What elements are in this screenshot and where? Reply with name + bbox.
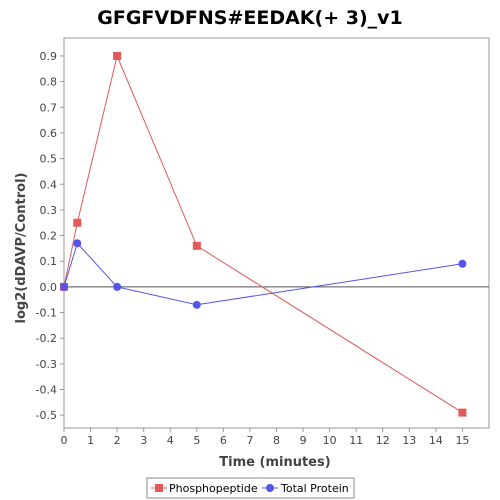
x-tick-label: 5: [193, 434, 200, 447]
y-tick-label: 0.1: [40, 255, 58, 268]
legend-marker-total-protein: [266, 484, 274, 492]
y-tick-label: -0.2: [36, 332, 57, 345]
y-tick-label: -0.5: [36, 409, 57, 422]
y-tick-label: 0.8: [40, 76, 58, 89]
y-tick-label: 0.7: [40, 101, 58, 114]
data-point-total-protein: [73, 239, 82, 248]
x-tick-label: 11: [349, 434, 363, 447]
data-point-phosphopeptide: [192, 241, 201, 250]
y-tick-label: -0.1: [36, 307, 57, 320]
y-tick-label: 0.5: [40, 153, 58, 166]
x-tick-label: 14: [429, 434, 443, 447]
y-tick-label: 0.2: [40, 230, 58, 243]
x-tick-label: 2: [114, 434, 121, 447]
x-tick-label: 12: [376, 434, 390, 447]
x-tick-label: 8: [273, 434, 280, 447]
x-tick-label: 1: [87, 434, 94, 447]
y-tick-label: -0.3: [36, 358, 57, 371]
x-tick-label: 0: [61, 434, 68, 447]
y-tick-label: 0.6: [40, 127, 58, 140]
legend-box: [146, 477, 355, 499]
x-tick-label: 6: [220, 434, 227, 447]
y-tick-label: 0.4: [40, 178, 58, 191]
y-tick-label: 0.3: [40, 204, 58, 217]
data-point-phosphopeptide: [73, 218, 82, 227]
legend: Phosphopeptide Total Protein: [146, 477, 355, 499]
data-point-total-protein: [192, 300, 201, 309]
data-point-phosphopeptide: [458, 408, 467, 417]
x-tick-label: 9: [300, 434, 307, 447]
y-axis: 0.9 0.8 0.7 0.6 0.5 0.4 0.3 0.2 0.1 0.0 -0.1 -0.2 -0…: [36, 50, 64, 422]
data-point-total-protein: [113, 282, 122, 291]
y-tick-label: -0.4: [36, 384, 57, 397]
plot-area: [63, 37, 490, 429]
y-tick-label: 0.9: [40, 50, 58, 63]
x-tick-label: 15: [455, 434, 469, 447]
data-point-phosphopeptide: [113, 51, 122, 60]
legend-label-total-protein: Total Protein: [280, 482, 349, 495]
y-tick-label: 0.0: [40, 281, 58, 294]
x-axis: 0 1 2 3 4 5 6 7 8 9 10 11 12 13 14 15: [61, 428, 469, 447]
x-axis-label: Time (minutes): [219, 455, 330, 470]
y-axis-label: log2(dDAVP/Control): [14, 173, 29, 324]
x-tick-label: 3: [140, 434, 147, 447]
x-tick-label: 10: [323, 434, 337, 447]
x-tick-label: 4: [167, 434, 174, 447]
x-tick-label: 13: [402, 434, 416, 447]
data-point-total-protein: [60, 282, 68, 291]
x-tick-label: 7: [246, 434, 253, 447]
series-layer: [60, 51, 467, 417]
legend-marker-phosphopeptide: [155, 484, 163, 492]
data-point-total-protein: [458, 259, 467, 268]
legend-label-phosphopeptide: Phosphopeptide: [169, 482, 258, 495]
chart-title: GFGFVDFNS#EEDAK(+ 3)_v1: [97, 7, 403, 29]
